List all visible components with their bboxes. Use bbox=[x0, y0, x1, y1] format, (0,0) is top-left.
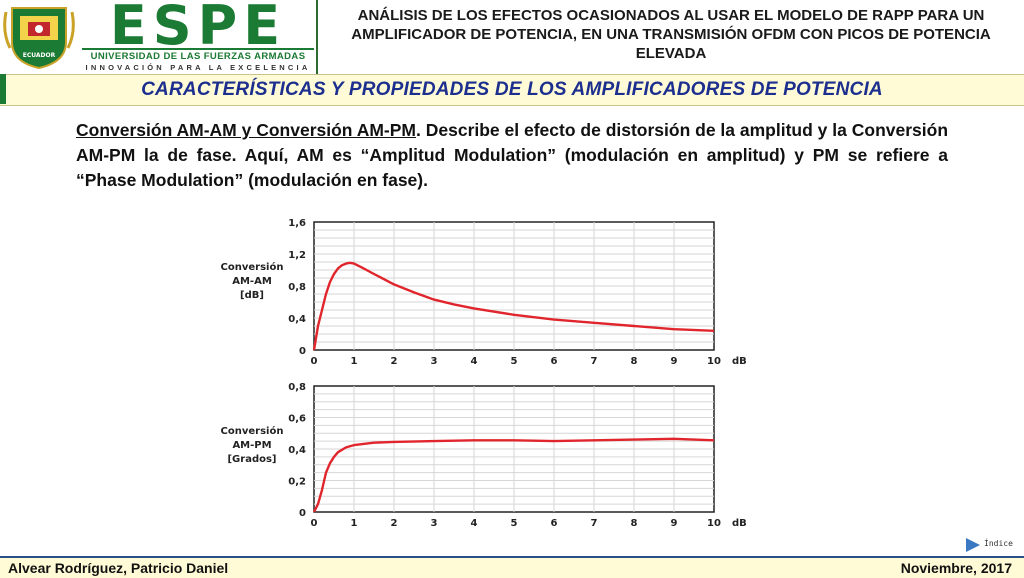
y-axis-label-line: [dB] bbox=[240, 290, 264, 301]
x-tick-label: 0 bbox=[311, 518, 318, 529]
x-tick-label: 6 bbox=[551, 518, 558, 529]
espe-shield-logo: ECUADOR bbox=[3, 7, 75, 70]
index-label: Índice bbox=[984, 539, 1013, 548]
play-arrow-icon bbox=[966, 538, 980, 552]
y-tick-label: 0 bbox=[299, 508, 306, 519]
y-tick-label: 1,6 bbox=[288, 218, 306, 229]
x-tick-label: 0 bbox=[311, 356, 318, 367]
section-accent-bar bbox=[0, 74, 6, 104]
chart-1: 0 1 2 3 4 5 6 7 8 9 10 0 0,4 0,8 1,2 1,6 dB Conversión AM-… bbox=[221, 218, 747, 367]
y-tick-label: 0,6 bbox=[288, 414, 306, 425]
index-nav-button[interactable]: Índice bbox=[966, 536, 1016, 554]
am-conversion-charts: 0 1 2 3 4 5 6 7 8 9 1000,40,81,21,6dBConversiónAM-… bbox=[221, 218, 747, 529]
y-axis-label-line: [Grados] bbox=[227, 454, 276, 465]
y-tick-label: 0,8 bbox=[288, 282, 306, 293]
brand-line-motto: INNOVACIÓN PARA LA EXCELENCIA bbox=[85, 63, 311, 72]
x-tick-label: 9 bbox=[671, 518, 678, 529]
x-tick-label: 6 bbox=[551, 356, 558, 367]
section-title: CARACTERÍSTICAS Y PROPIEDADES DE LOS AMP… bbox=[141, 79, 883, 100]
slide-footer: Alvear Rodríguez, Patricio Daniel Noviem… bbox=[0, 556, 1024, 578]
chart-2: 0 1 2 3 4 5 6 7 8 9 10 0 0,2 0,4 0,6 0,8 dB Conversión AM-… bbox=[221, 382, 747, 529]
x-axis-unit: dB bbox=[732, 518, 747, 529]
body-paragraph: Conversión AM-AM y Conversión AM-PM. Des… bbox=[76, 118, 948, 193]
y-axis-label-line: Conversión bbox=[221, 425, 284, 437]
series-line bbox=[312, 437, 715, 513]
y-tick-label: 1,2 bbox=[288, 250, 306, 261]
y-tick-label: 0,2 bbox=[288, 477, 306, 488]
y-tick-label: 0 bbox=[299, 346, 306, 357]
x-tick-label: 10 bbox=[707, 356, 721, 367]
x-tick-label: 3 bbox=[431, 356, 438, 367]
x-tick-label: 10 bbox=[707, 518, 721, 529]
slide-header: ECUADOR ESPE UNIVERSIDAD DE LAS FUERZAS … bbox=[0, 0, 1024, 74]
x-tick-label: 4 bbox=[471, 518, 478, 529]
x-tick-label: 3 bbox=[431, 518, 438, 529]
body-text: . Describe el efecto de distorsión de la… bbox=[76, 120, 949, 190]
logo-text: ECUADOR bbox=[23, 52, 56, 59]
y-axis-label-line: Conversión bbox=[221, 261, 284, 273]
series-line bbox=[312, 261, 715, 351]
x-tick-label: 9 bbox=[671, 356, 678, 367]
x-tick-label: 2 bbox=[391, 356, 398, 367]
footer-author: Alvear Rodríguez, Patricio Daniel bbox=[8, 560, 229, 576]
x-axis-unit: dB bbox=[732, 356, 747, 367]
footer-date: Noviembre, 2017 bbox=[900, 560, 1012, 576]
y-axis-label-line: AM-PM bbox=[232, 440, 271, 451]
x-tick-label: 5 bbox=[511, 356, 518, 367]
x-tick-label: 5 bbox=[511, 518, 518, 529]
espe-brand-block: ESPE UNIVERSIDAD DE LAS FUERZAS ARMADAS … bbox=[82, 2, 314, 72]
x-tick-label: 7 bbox=[591, 518, 598, 529]
brand-subtitle: UNIVERSIDAD DE LAS FUERZAS ARMADAS INNOV… bbox=[82, 48, 314, 72]
x-tick-label: 8 bbox=[631, 518, 638, 529]
section-title-band: CARACTERÍSTICAS Y PROPIEDADES DE LOS AMP… bbox=[0, 74, 1024, 106]
x-tick-label: 1 bbox=[351, 356, 358, 367]
espe-wordmark: ESPE bbox=[110, 2, 286, 48]
x-tick-label: 7 bbox=[591, 356, 598, 367]
x-tick-label: 8 bbox=[631, 356, 638, 367]
document-title: ANÁLISIS DE LOS EFECTOS OCASIONADOS AL U… bbox=[351, 7, 991, 62]
y-tick-label: 0,4 bbox=[288, 314, 306, 325]
brand-word: ESPE bbox=[110, 2, 286, 48]
x-tick-label: 4 bbox=[471, 356, 478, 367]
y-axis-label-line: AM-AM bbox=[232, 276, 272, 287]
y-tick-label: 0,4 bbox=[288, 445, 306, 456]
header-divider bbox=[316, 0, 318, 74]
x-tick-label: 2 bbox=[391, 518, 398, 529]
brand-line-university: UNIVERSIDAD DE LAS FUERZAS ARMADAS bbox=[90, 51, 306, 62]
body-term: Conversión AM-AM y Conversión AM-PM bbox=[76, 120, 416, 140]
x-tick-label: 1 bbox=[351, 518, 358, 529]
y-tick-label: 0,8 bbox=[288, 382, 306, 393]
